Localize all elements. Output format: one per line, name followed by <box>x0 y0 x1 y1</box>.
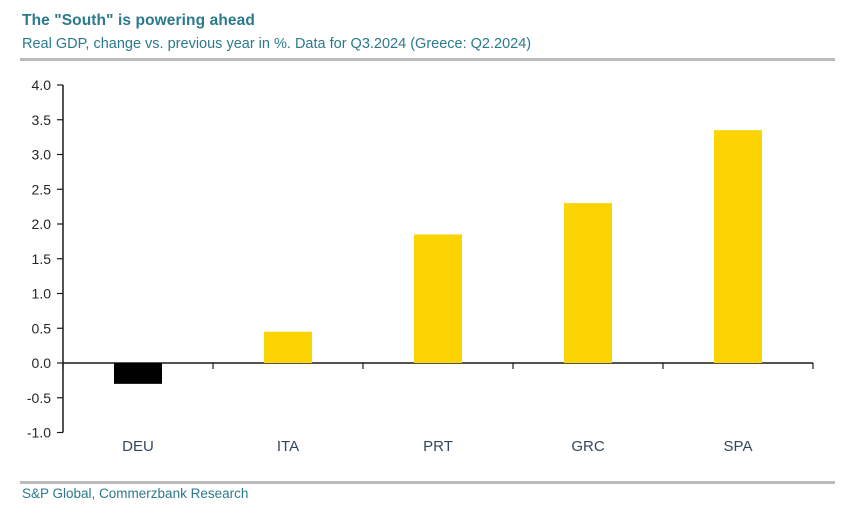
y-tick-label: 0.5 <box>32 320 52 336</box>
source-attribution: S&P Global, Commerzbank Research <box>22 486 249 501</box>
bar-GRC <box>564 203 612 363</box>
bar-PRT <box>414 234 462 363</box>
y-tick-label: 2.5 <box>32 181 52 197</box>
top-divider-line <box>20 58 835 61</box>
y-tick-label: 1.0 <box>32 286 52 302</box>
y-tick-label: 2.0 <box>32 216 52 232</box>
y-tick-label: -0.5 <box>27 390 51 406</box>
bottom-divider-line <box>20 481 835 484</box>
category-label-ITA: ITA <box>277 438 299 455</box>
chart-title: The "South" is powering ahead <box>22 12 255 29</box>
category-label-PRT: PRT <box>423 438 453 455</box>
category-label-DEU: DEU <box>122 438 154 455</box>
y-tick-label: 0.0 <box>32 355 52 371</box>
y-tick-label: 3.0 <box>32 147 52 163</box>
bar-SPA <box>714 130 762 363</box>
category-label-SPA: SPA <box>724 438 753 455</box>
bar-ITA <box>264 331 312 363</box>
y-tick-label: 1.5 <box>32 251 52 267</box>
category-label-GRC: GRC <box>571 438 605 455</box>
bar-DEU <box>114 363 162 384</box>
y-tick-label: 3.5 <box>32 112 52 128</box>
y-tick-label: -1.0 <box>27 425 51 441</box>
chart-subtitle: Real GDP, change vs. previous year in %.… <box>22 36 532 52</box>
y-tick-label: 4.0 <box>32 77 52 93</box>
